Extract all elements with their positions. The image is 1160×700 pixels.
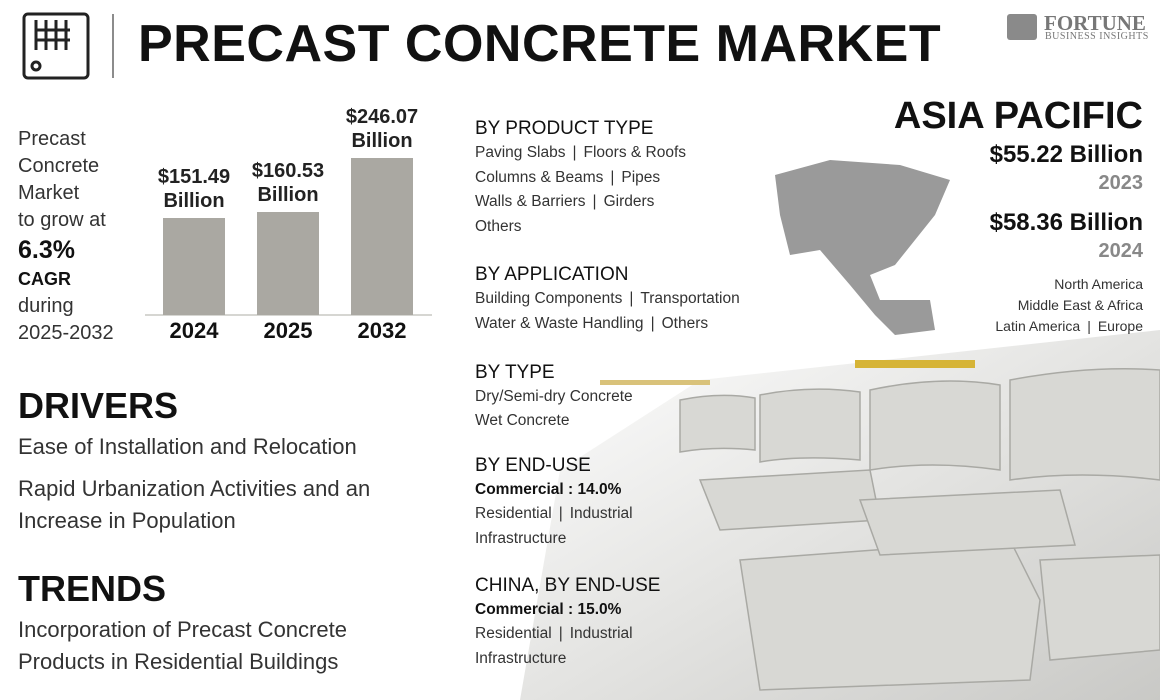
bar	[351, 157, 413, 315]
region-line: Middle East & Africa	[894, 295, 1143, 316]
x-tick-label: 2025	[263, 318, 313, 343]
separator: |	[592, 193, 597, 211]
segment-line: Walls & Barriers | Girders	[475, 190, 740, 215]
intro-line: Market	[18, 182, 80, 204]
segment-highlight: Commercial : 14.0%	[475, 480, 622, 498]
item: Paving Slabs	[475, 144, 566, 161]
segment-line: Building Components | Transportation	[475, 287, 740, 312]
item: Industrial	[569, 505, 633, 523]
brand-mark	[1007, 14, 1037, 40]
x-tick-label: 2024	[169, 318, 219, 343]
bar	[257, 212, 319, 315]
item: Wet Concrete	[475, 412, 570, 430]
segment-line: Paving Slabs | Floors & Roofs	[475, 141, 740, 166]
item: Pipes	[621, 168, 661, 186]
brand-sub: BUSINESS INSIGHTS	[1045, 31, 1149, 42]
segment-line: Others	[475, 215, 740, 240]
item: Infrastructure	[475, 529, 567, 547]
segment-line: Infrastructure	[475, 527, 740, 552]
item: Latin America	[995, 318, 1081, 334]
section-item: Incorporation of Precast Concrete Produc…	[18, 617, 347, 674]
item: Transportation	[640, 290, 740, 308]
segment-title: BY TYPE	[475, 361, 555, 383]
trends: TRENDS Incorporation of Precast Concrete …	[18, 568, 378, 688]
x-tick-label: 2032	[357, 318, 407, 343]
segment: BY APPLICATION Building Components | Transp…	[475, 263, 740, 336]
item: Infrastructure	[475, 649, 567, 667]
title: PRECAST CONCRETE MARKET	[138, 15, 942, 73]
brand: FORTUNE	[1044, 11, 1146, 35]
section-title: DRIVERS	[18, 385, 179, 426]
separator: |	[610, 168, 615, 186]
intro-line: to grow at	[18, 209, 106, 231]
segments: BY PRODUCT TYPE Paving Slabs | Floors & Roo…	[475, 117, 740, 671]
item: Residential	[475, 505, 552, 523]
value-label: $160.53 Billion	[251, 160, 325, 207]
separator: |	[558, 625, 563, 643]
segment-line: Residential | Industrial	[475, 502, 740, 527]
section-item: Rapid Urbanization Activities and an Inc…	[18, 476, 371, 533]
region: ASIA PACIFIC $55.22 Billion 2023 $58.36 Bil…	[894, 94, 1143, 337]
logo-icon	[22, 12, 114, 80]
segment: CHINA, BY END-USE Commercial : 15.0% Resid…	[475, 574, 740, 672]
item: Walls & Barriers	[475, 193, 586, 211]
item: Columns & Beams	[475, 168, 604, 186]
item: Others	[661, 314, 709, 332]
segment-line: Residential | Industrial	[475, 622, 740, 647]
segment-line: Wet Concrete	[475, 409, 740, 434]
region-name: ASIA PACIFIC	[893, 95, 1143, 137]
separator: |	[572, 144, 577, 161]
item: Middle East & Africa	[1017, 297, 1143, 313]
item: Building Components	[475, 290, 623, 308]
region-year: 2024	[1098, 240, 1144, 262]
item: Water & Waste Handling	[475, 314, 644, 332]
segment-title: BY APPLICATION	[475, 264, 629, 286]
region-value: $58.36 Billion	[989, 209, 1143, 236]
segment-line: Dry/Semi-dry Concrete	[475, 385, 740, 410]
item: Floors & Roofs	[583, 144, 687, 161]
intro: Precast Concrete Market to grow at 6.3% CAGR d…	[18, 126, 114, 347]
segment: BY TYPE Dry/Semi-dry Concrete Wet Concrete	[475, 361, 740, 434]
region-year: 2023	[1098, 172, 1144, 194]
segment: BY END-USE Commercial : 14.0% Residential |…	[475, 454, 740, 552]
item: Residential	[475, 625, 552, 643]
segment-title: BY END-USE	[475, 454, 591, 476]
segment: BY PRODUCT TYPE Paving Slabs | Floors & Roo…	[475, 117, 740, 239]
item: Girders	[603, 193, 655, 211]
separator: |	[1087, 318, 1091, 334]
segment-line: Water & Waste Handling | Others	[475, 312, 740, 337]
intro-line: 2025-2032	[18, 322, 114, 344]
section-title: TRENDS	[18, 568, 167, 609]
item: North America	[1054, 276, 1143, 292]
value-label: $246.07 Billion	[345, 105, 419, 152]
segment-title: BY PRODUCT TYPE	[475, 118, 654, 139]
segment-line: Columns & Beams | Pipes	[475, 166, 740, 191]
item: Dry/Semi-dry Concrete	[475, 387, 633, 405]
segment-title: CHINA, BY END-USE	[475, 574, 661, 596]
separator: |	[629, 290, 634, 308]
item: Europe	[1097, 318, 1143, 334]
region-line: Latin America | Europe	[894, 316, 1143, 337]
region-line: North America	[894, 274, 1143, 295]
intro-line: during	[18, 295, 74, 317]
cagr-label: CAGR	[18, 269, 71, 289]
segment-highlight: Commercial : 15.0%	[475, 600, 622, 618]
drivers: DRIVERS Ease of Installation and Relocati…	[18, 385, 378, 547]
intro-line: Precast	[18, 128, 86, 150]
value-label: $151.49 Billion	[157, 166, 231, 213]
region-value: $55.22 Billion	[989, 141, 1143, 168]
separator: |	[558, 505, 563, 523]
intro-line: Concrete	[18, 155, 100, 177]
segment-line: Infrastructure	[475, 647, 740, 672]
bar	[163, 218, 225, 315]
item: Others	[475, 217, 522, 235]
section-item: Ease of Installation and Relocation	[18, 434, 357, 459]
cagr-value: 6.3%	[18, 236, 75, 264]
bar-chart: $151.49 Billion 2024 $160.53 Billion 2025 $2…	[0, 0, 460, 350]
item: Industrial	[569, 625, 633, 643]
other-regions: North America Middle East & Africa Latin A…	[894, 274, 1143, 337]
separator: |	[650, 314, 655, 332]
